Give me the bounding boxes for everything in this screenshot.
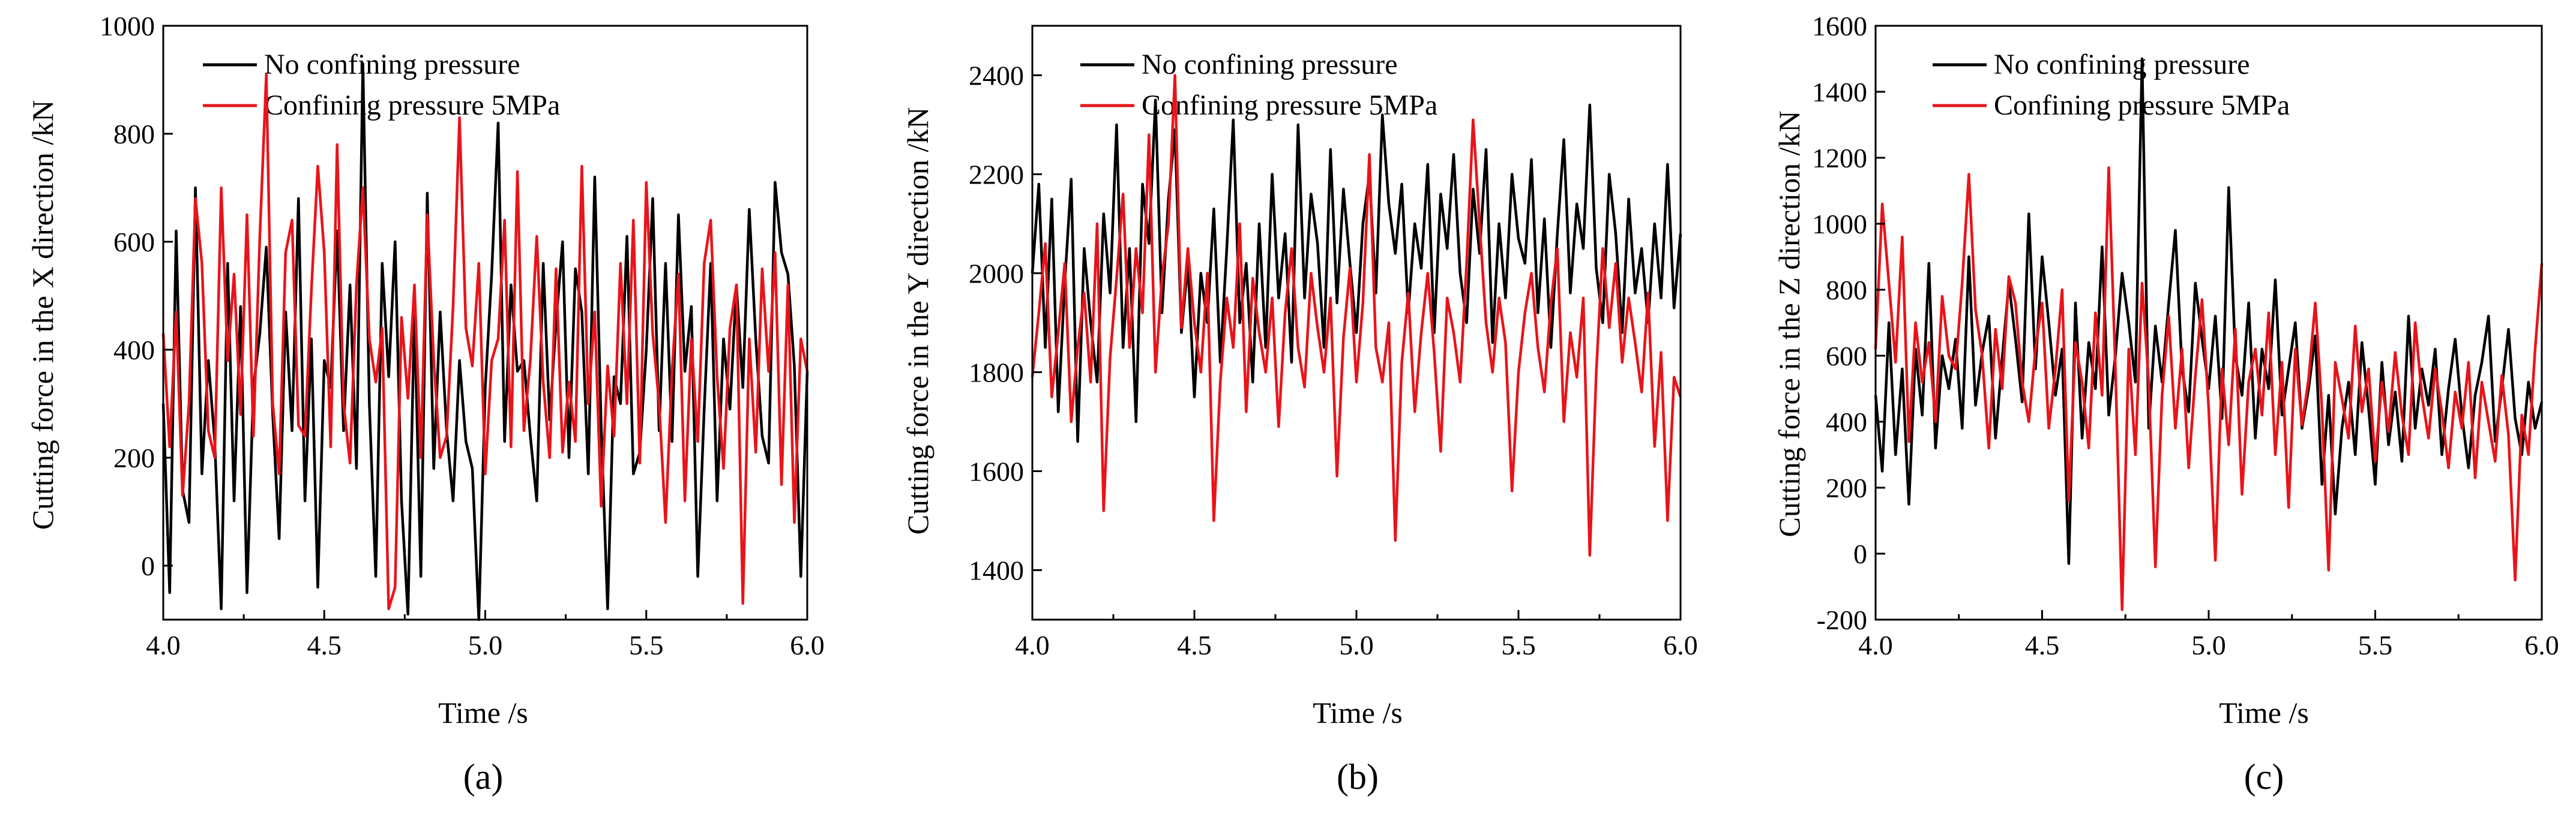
x-tick-label: 4.0 xyxy=(146,630,181,660)
y-tick-label: 1200 xyxy=(1812,143,1867,173)
y-tick-label: 1400 xyxy=(1812,77,1867,107)
series-line-2 xyxy=(1874,166,2544,611)
x-tick-label: 5.0 xyxy=(1339,630,1374,660)
y-tick-label: 800 xyxy=(1826,275,1867,305)
x-axis-label: Time /s xyxy=(2219,696,2309,729)
y-axis-label: Cutting force in the Z direction /kN xyxy=(1772,111,1806,537)
x-tick-label: 5.0 xyxy=(468,630,503,660)
x-tick-label: 5.5 xyxy=(1501,630,1536,660)
x-tick-label: 5.0 xyxy=(2191,630,2226,660)
y-tick-label: 1800 xyxy=(969,358,1024,388)
panel-label: (b) xyxy=(1337,757,1379,797)
y-tick-label: 200 xyxy=(113,443,155,473)
y-tick-label: -200 xyxy=(1817,605,1867,635)
y-tick-label: 1400 xyxy=(969,555,1024,586)
panel-label: (a) xyxy=(463,757,504,797)
y-tick-label: 600 xyxy=(1826,341,1867,371)
x-tick-label: 4.5 xyxy=(1177,630,1212,660)
series-line-1 xyxy=(1031,98,1682,443)
y-tick-label: 1600 xyxy=(1812,11,1867,41)
x-tick-label: 4.5 xyxy=(2025,630,2060,660)
x-tick-label: 6.0 xyxy=(790,630,825,660)
legend-label-1: No confining pressure xyxy=(1994,49,2250,80)
y-tick-label: 2400 xyxy=(969,61,1024,91)
x-tick-label: 5.5 xyxy=(2358,630,2393,660)
chart-panel-c: Cutting force in the Z direction /kN Tim… xyxy=(1772,11,2559,797)
chart-panel-a: Cutting force in the X direction /kN Tim… xyxy=(26,11,825,797)
y-tick-label: 1000 xyxy=(1812,209,1867,239)
x-axis-label: Time /s xyxy=(1313,696,1403,729)
y-tick-label: 400 xyxy=(1826,407,1867,437)
chart-panel-b: Cutting force in the Y direction /kN Tim… xyxy=(901,25,1698,797)
y-tick-label: 0 xyxy=(1853,539,1867,569)
x-tick-label: 6.0 xyxy=(2524,630,2559,660)
legend-label-1: No confining pressure xyxy=(264,49,520,80)
x-tick-label: 5.5 xyxy=(629,630,664,660)
x-tick-label: 4.0 xyxy=(1015,630,1050,660)
y-tick-label: 400 xyxy=(113,335,155,365)
x-axis-label: Time /s xyxy=(438,696,528,729)
x-tick-label: 4.0 xyxy=(1858,630,1893,660)
y-tick-label: 2200 xyxy=(969,160,1024,190)
y-tick-label: 200 xyxy=(1826,473,1867,503)
legend-label-1: No confining pressure xyxy=(1142,49,1398,80)
y-tick-label: 2000 xyxy=(969,259,1024,289)
legend-label-2: Confining pressure 5MPa xyxy=(1142,89,1437,121)
x-tick-label: 4.5 xyxy=(307,630,342,660)
y-tick-label: 0 xyxy=(141,551,155,581)
y-tick-label: 600 xyxy=(113,227,155,257)
y-axis-label: Cutting force in the X direction /kN xyxy=(26,100,59,530)
series-line-2 xyxy=(161,73,809,611)
y-tick-label: 1600 xyxy=(969,456,1024,487)
series-line-2 xyxy=(1031,74,1682,557)
x-tick-label: 6.0 xyxy=(1663,630,1698,660)
y-axis-label: Cutting force in the Y direction /kN xyxy=(901,107,934,535)
y-tick-label: 1000 xyxy=(100,11,155,41)
y-tick-label: 800 xyxy=(113,119,155,149)
legend-label-2: Confining pressure 5MPa xyxy=(264,89,560,121)
panel-label: (c) xyxy=(2244,757,2284,797)
